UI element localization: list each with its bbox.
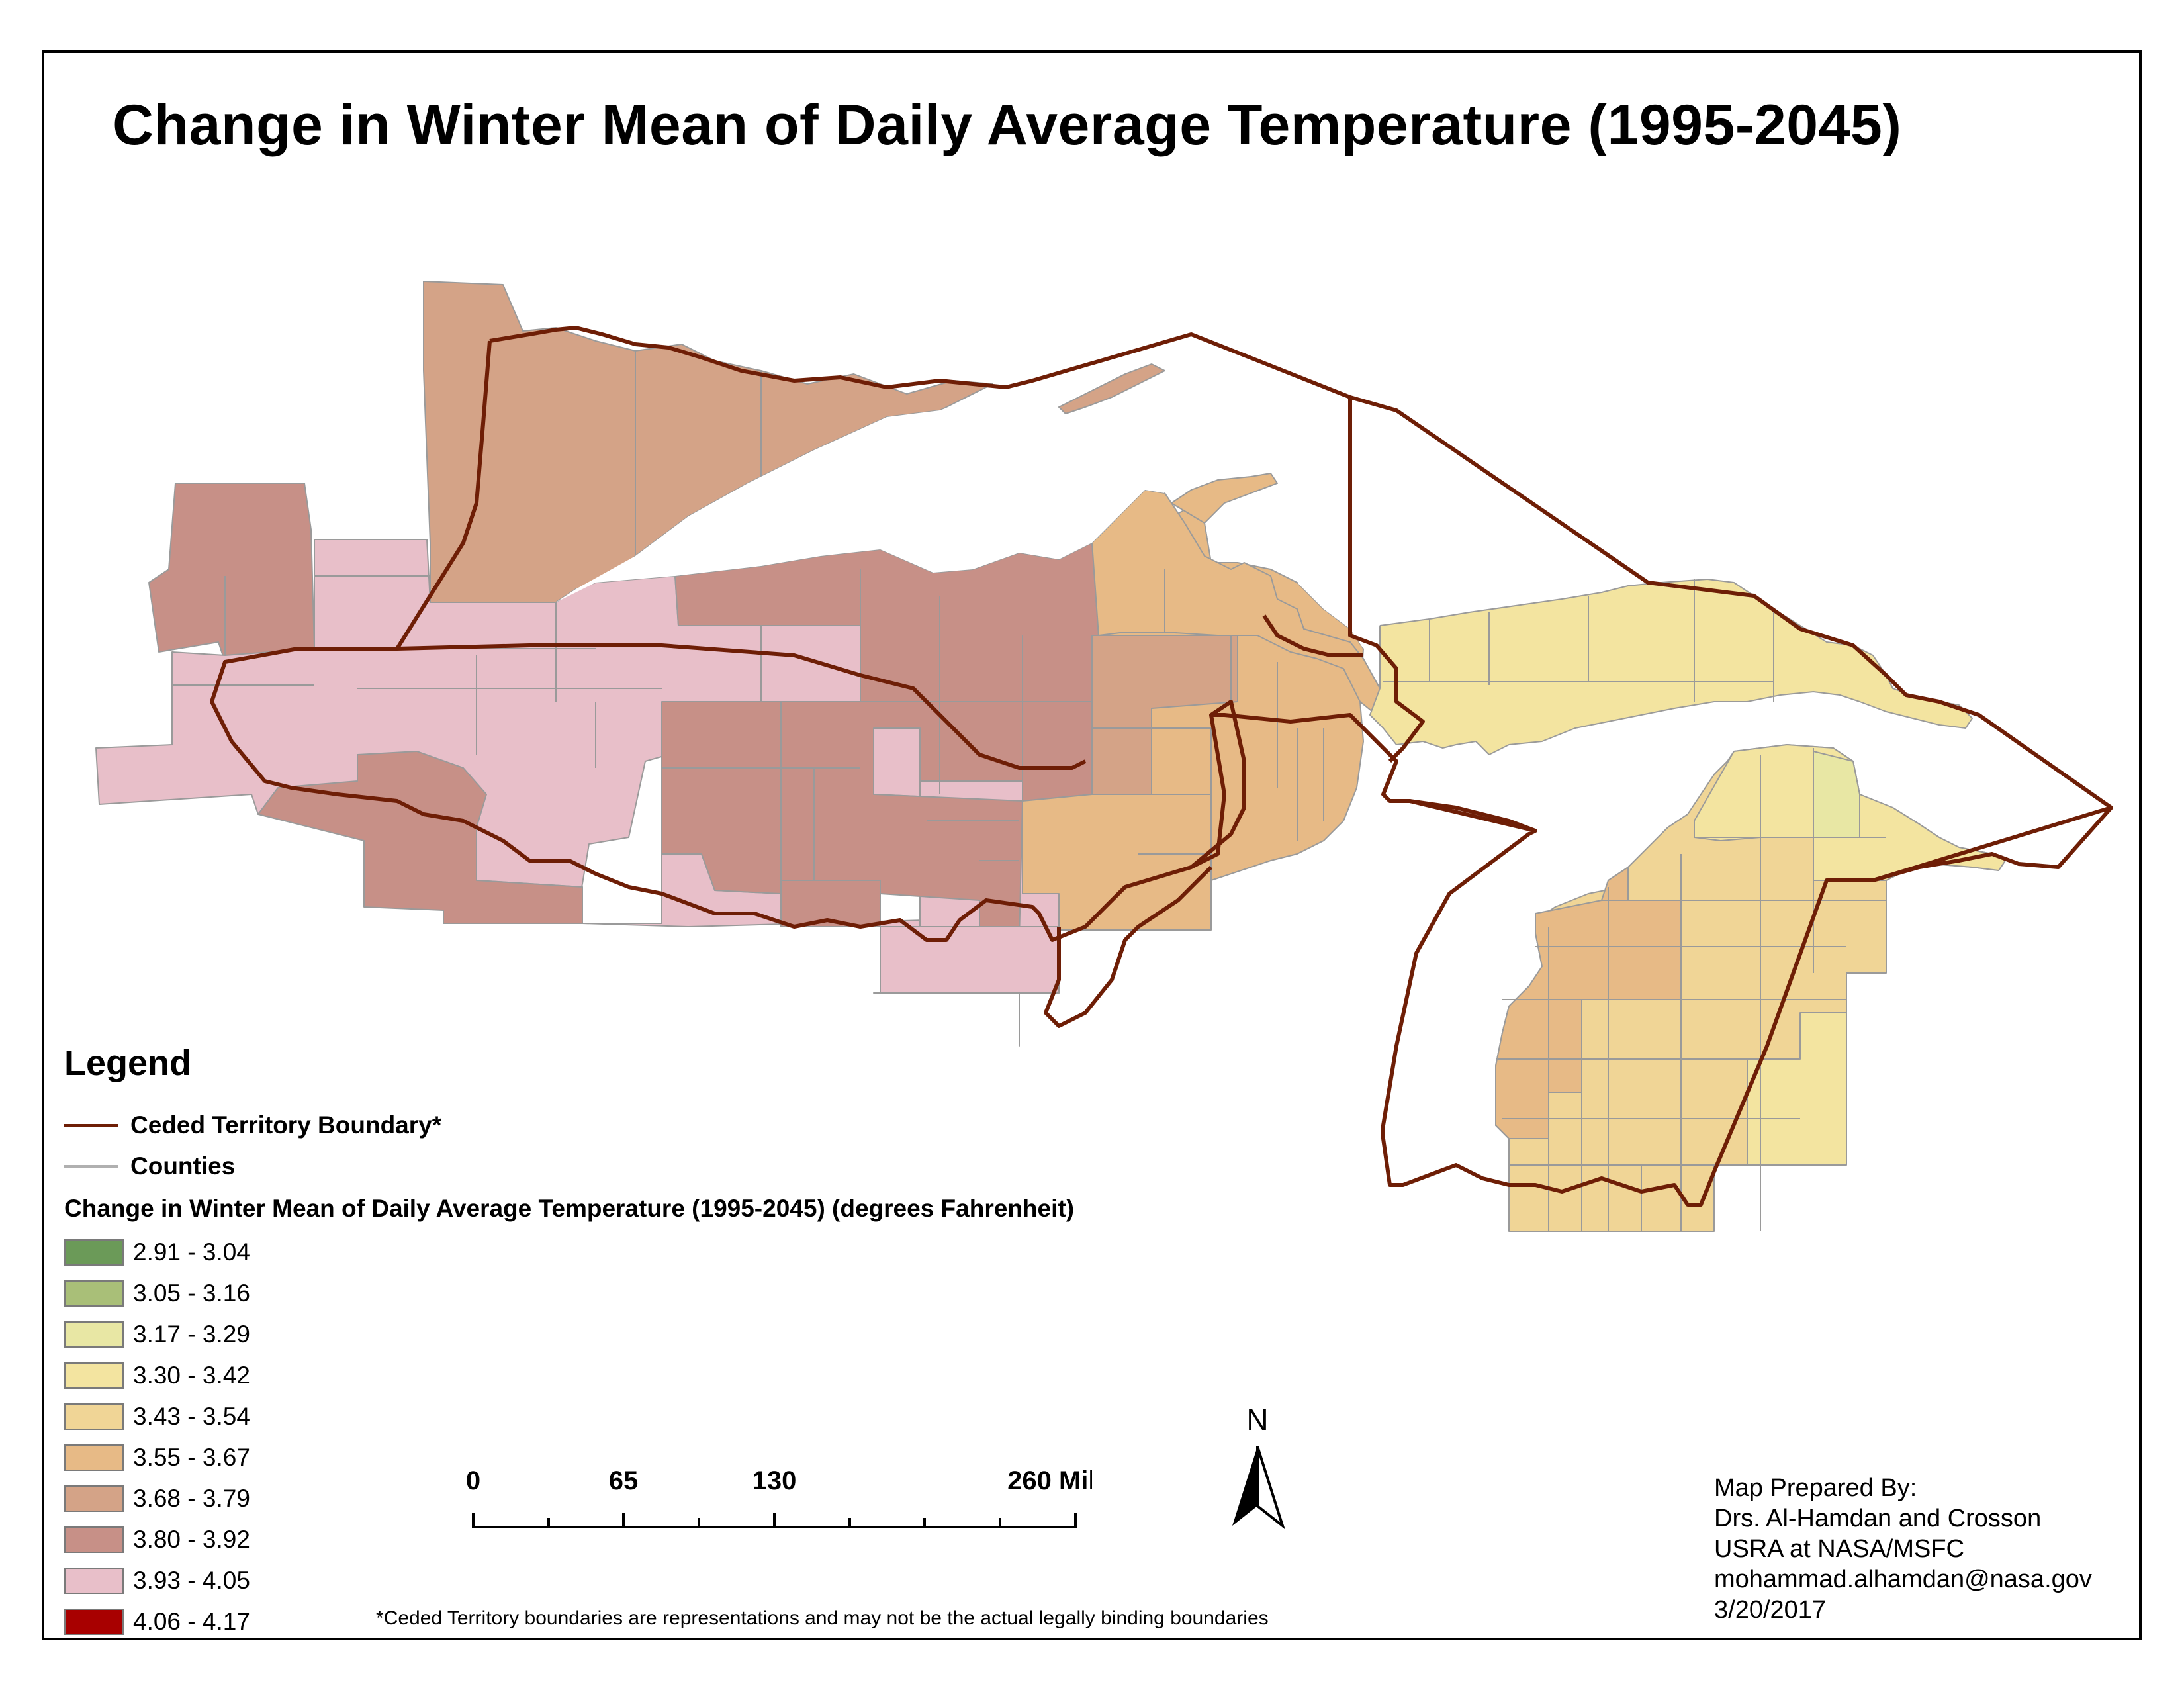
legend-class-label: 3.43 - 3.54: [133, 1403, 250, 1430]
legend-class-swatch: [64, 1526, 124, 1553]
region-lp-lightest: [1813, 751, 1860, 838]
map-frame: [42, 50, 2142, 1640]
legend-class-row: 4.06 - 4.17: [64, 1601, 1074, 1642]
legend-class-swatch: [64, 1609, 124, 1635]
region-isle-royale: [1058, 363, 1165, 414]
lake-water: [556, 391, 1380, 649]
legend-class-list: 2.91 - 3.04 3.05 - 3.16 3.17 - 3.29 3.30 - …: [64, 1232, 1074, 1642]
legend-class-swatch: [64, 1239, 124, 1266]
legend-boundary-row: Ceded Territory Boundary*: [64, 1105, 1074, 1146]
scale-label-0: 0: [466, 1466, 480, 1495]
legend-class-label: 2.91 - 3.04: [133, 1239, 250, 1266]
legend-class-row: 3.17 - 3.29: [64, 1314, 1074, 1355]
legend-classification-title: Change in Winter Mean of Daily Average T…: [64, 1195, 1075, 1222]
legend-class-row: 3.30 - 3.42: [64, 1355, 1074, 1396]
region-up-west: [1091, 489, 1381, 716]
legend-class-swatch: [64, 1362, 124, 1389]
region-wi-south-pink: [880, 926, 1060, 994]
county-lines: [172, 351, 1886, 1231]
legend-counties-label: Counties: [130, 1152, 236, 1180]
north-arrow-icon: N: [1232, 1403, 1285, 1530]
legend-boundary-label: Ceded Territory Boundary*: [130, 1111, 442, 1139]
credits-email: mohammad.alhamdan@nasa.gov: [1714, 1566, 2092, 1593]
north-label: N: [1246, 1403, 1268, 1437]
credits-organization: USRA at NASA/MSFC: [1714, 1535, 1964, 1563]
scale-ruler: [472, 1513, 1077, 1528]
credits-date: 3/20/2017: [1714, 1596, 1827, 1624]
legend-class-label: 3.80 - 3.92: [133, 1526, 250, 1553]
region-up-east: [1369, 579, 1973, 755]
footnote: *Ceded Territory boundaries are represen…: [376, 1607, 1269, 1629]
map-title: Change in Winter Mean of Daily Average T…: [113, 93, 1902, 157]
scale-bar: 0 65 130 260 Miles: [466, 1466, 1092, 1528]
legend-class-row: 3.55 - 3.67: [64, 1437, 1074, 1478]
counties-line-swatch: [64, 1164, 118, 1168]
legend-counties-row: Counties: [64, 1146, 1074, 1187]
legend-class-row: 3.43 - 3.54: [64, 1396, 1074, 1437]
legend-class-row: 3.68 - 3.79: [64, 1478, 1074, 1519]
legend-class-row: 3.80 - 3.92: [64, 1519, 1074, 1560]
credits-authors: Drs. Al-Hamdan and Crosson: [1714, 1505, 2042, 1532]
legend-class-swatch: [64, 1568, 124, 1594]
legend-class-swatch: [64, 1321, 124, 1348]
legend-class-swatch: [64, 1403, 124, 1430]
boundary-line-swatch: [64, 1123, 118, 1127]
legend-class-row: 2.91 - 3.04: [64, 1232, 1074, 1273]
region-door-peninsula: [1171, 473, 1278, 524]
legend-class-label: 3.05 - 3.16: [133, 1280, 250, 1307]
legend-class-label: 3.93 - 4.05: [133, 1567, 250, 1594]
scale-label-260: 260 Miles: [1007, 1466, 1092, 1495]
credits: Map Prepared By: Drs. Al-Hamdan and Cros…: [1714, 1473, 2092, 1625]
legend-class-swatch: [64, 1444, 124, 1471]
legend: Legend Ceded Territory Boundary* Countie…: [64, 1043, 1074, 1642]
scale-label-130: 130: [752, 1466, 797, 1495]
legend-class-row: 3.05 - 3.16: [64, 1273, 1074, 1314]
legend-title: Legend: [64, 1043, 192, 1083]
legend-class-label: 3.30 - 3.42: [133, 1362, 250, 1389]
legend-class-row: 3.93 - 4.05: [64, 1560, 1074, 1601]
ceded-territory-boundary: [210, 326, 2113, 1207]
region-mn-northwest: [148, 483, 315, 663]
legend-class-label: 3.55 - 3.67: [133, 1444, 250, 1471]
legend-class-label: 3.68 - 3.79: [133, 1485, 250, 1512]
region-mn-south: [873, 989, 1053, 1047]
scale-label-65: 65: [609, 1466, 639, 1495]
legend-class-swatch: [64, 1280, 124, 1307]
legend-class-label: 3.17 - 3.29: [133, 1321, 250, 1348]
legend-class-label: 4.06 - 4.17: [133, 1608, 250, 1635]
legend-class-swatch: [64, 1485, 124, 1512]
credits-prepared-by: Map Prepared By:: [1714, 1474, 1917, 1502]
